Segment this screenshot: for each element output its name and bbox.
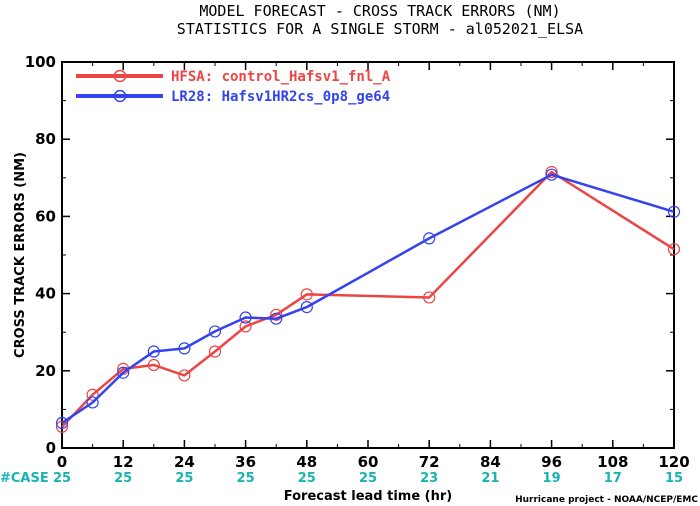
case-count: 25 [175,471,193,486]
series-0-point [239,320,252,333]
series-0-point [86,388,99,401]
series-0-point [423,291,436,304]
series-line-0 [61,170,675,428]
case-count: 23 [420,471,438,486]
series-0-point [147,358,160,372]
case-label: #CASE [0,471,49,486]
series-1-point [86,396,99,409]
legend-label-lr28: LR28: Hafsv1HR2cs_0p8_ge64 [171,89,390,105]
case-counts-row: 25 25 25 25 25 25 23 21 19 17 15 [53,471,683,486]
series-0-point [208,345,222,358]
case-count: 19 [543,471,561,486]
y-tick-label: 20 [35,362,56,380]
x-tick-label: 108 [597,453,628,471]
series-1-point [55,416,69,430]
legend-marker-hfsa [113,69,127,83]
series-line-1 [61,173,675,424]
x-tick-label: 0 [57,453,67,471]
x-tick-label: 96 [541,453,562,471]
series-layer [55,165,681,433]
legend-marker-lr28 [113,89,127,103]
plot-frame [61,61,675,449]
credit-text: Hurricane project - NOAA/NCEP/EMC [515,495,698,505]
series-0-point [270,308,283,321]
legend: HFSA: control_Hafsv1_fnl_A LR28: Hafsv1H… [76,69,391,105]
case-count: 25 [237,471,255,486]
case-count: 25 [114,471,132,486]
series-1-point [300,301,313,314]
series-1-point [545,168,558,181]
series-1-point [423,232,436,245]
series-1-point [239,311,252,324]
series-0-point [55,420,69,433]
x-axis-label: Forecast lead time (hr) [284,489,452,504]
x-tick-label: 72 [419,453,440,471]
series-0-point [667,243,681,256]
y-tick-label: 100 [25,53,56,71]
y-tick-label: 40 [35,285,56,303]
series-1-point [178,342,191,355]
series-1-point [117,366,130,379]
case-count: 21 [481,471,499,486]
case-count: 15 [665,471,683,486]
x-tick-label: 36 [235,453,256,471]
case-count: 25 [359,471,377,486]
series-0-point [178,369,191,382]
x-tick-label: 60 [358,453,379,471]
x-tick-label: 84 [480,453,501,471]
series-1-point [147,345,160,358]
x-axis: 0 12 24 36 48 60 72 84 96 108 120 [57,62,690,471]
legend-label-hfsa: HFSA: control_Hafsv1_fnl_A [171,69,391,85]
series-0-point [300,288,313,301]
case-count: 25 [298,471,316,486]
chart-title: MODEL FORECAST - CROSS TRACK ERRORS (NM) [199,2,560,20]
x-tick-label: 12 [113,453,134,471]
y-axis-label: CROSS TRACK ERRORS (NM) [13,152,28,358]
series-1-point [270,312,283,325]
y-tick-label: 0 [46,439,56,457]
y-axis: 0 20 40 60 80 100 [25,53,674,457]
series-0-point [545,165,558,179]
series-1-point [667,205,681,218]
case-count: 17 [604,471,622,486]
x-tick-label: 120 [658,453,689,471]
y-tick-label: 60 [35,207,56,225]
y-tick-label: 80 [35,130,56,148]
x-tick-label: 24 [174,453,195,471]
x-tick-label: 48 [296,453,317,471]
case-count: 25 [53,471,71,486]
series-1-point [208,325,222,338]
chart-subtitle: STATISTICS FOR A SINGLE STORM - al052021… [177,20,583,38]
